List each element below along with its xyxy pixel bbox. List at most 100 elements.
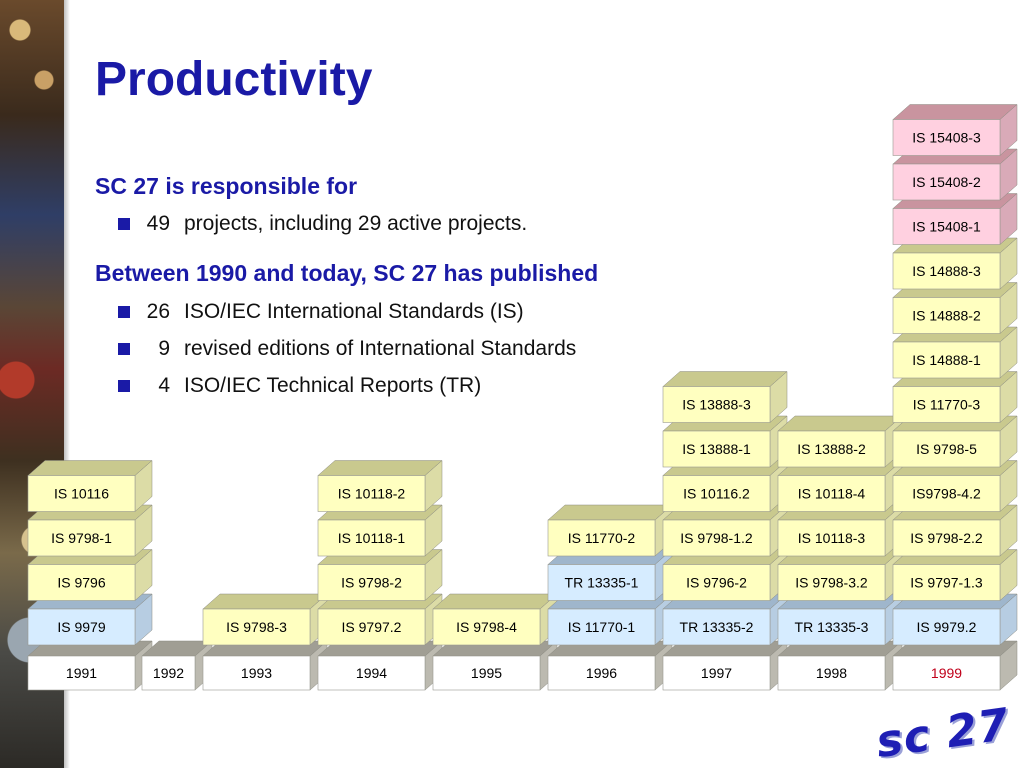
block-label: IS9798-4.2 [912, 486, 981, 502]
standard-block: IS 10116.2 [662, 459, 788, 513]
block-label: 1998 [816, 665, 847, 681]
standard-block: IS 13888-1 [662, 415, 788, 468]
standard-block: IS 10118-1 [317, 504, 443, 557]
block-label: IS 14888-3 [912, 263, 981, 279]
standard-block: IS 13888-2 [777, 415, 903, 468]
block-top-face [662, 371, 788, 387]
block-label: IS 9797.2 [342, 619, 402, 635]
block-label: 1997 [701, 665, 732, 681]
standard-block: IS 13888-3 [662, 370, 788, 424]
block-label: IS 10118-4 [798, 486, 866, 502]
standard-block: IS 10118-4 [777, 459, 903, 513]
block-front-face [662, 430, 771, 468]
block-front-face [27, 475, 136, 512]
block-label: 1992 [153, 665, 184, 681]
year-label-1999: 1999 [892, 640, 1018, 691]
bullet-square-icon [118, 343, 130, 355]
standard-block: IS 9979.2 [892, 593, 1018, 646]
block-front-face [662, 475, 771, 512]
bullet-text: revised editions of International Standa… [184, 337, 577, 360]
block-label: IS 10118-2 [338, 486, 406, 502]
standard-block: IS 9797.2 [317, 593, 443, 646]
block-front-face [892, 252, 1001, 290]
block-top-face [547, 504, 673, 521]
year-label-1992: 1992 [141, 640, 213, 691]
standard-block: IS 11770-3 [892, 370, 1018, 424]
block-label: IS 10116 [54, 486, 109, 502]
year-label-1997: 1997 [662, 640, 788, 691]
standard-block: TR 13335-2 [662, 593, 788, 646]
block-front-face [892, 341, 1001, 379]
bullet-text: ISO/IEC Technical Reports (TR) [184, 374, 482, 397]
standard-block: IS 11770-2 [547, 504, 673, 557]
block-label: TR 13335-3 [795, 619, 869, 635]
year-label-1991: 1991 [27, 640, 153, 691]
block-front-face [317, 475, 426, 512]
block-front-face [432, 655, 541, 691]
block-front-face [892, 519, 1001, 557]
block-top-face [777, 415, 903, 432]
block-label: IS 9979.2 [917, 619, 977, 635]
block-front-face [547, 655, 656, 691]
block-label: IS 9798-4 [456, 619, 517, 635]
block-label: IS 15408-2 [912, 174, 981, 190]
bullet-square-icon [118, 218, 130, 230]
standard-block: IS 9798-1.2 [662, 504, 788, 557]
block-label: TR 13335-2 [680, 619, 754, 635]
year-label-1993: 1993 [202, 640, 328, 691]
block-label: 1994 [356, 665, 387, 681]
standard-block: IS9798-4.2 [892, 459, 1018, 513]
block-front-face [892, 119, 1001, 156]
bullet-square-icon [118, 380, 130, 392]
block-front-face [662, 655, 771, 691]
block-label: 1991 [66, 665, 97, 681]
block-front-face [777, 655, 886, 691]
block-label: IS 11770-3 [913, 397, 981, 413]
block-label: IS 13888-3 [682, 397, 751, 413]
standard-block: IS 15408-3 [892, 103, 1018, 157]
side-photo-shadow [64, 0, 70, 768]
bullet-number: 4 [158, 374, 170, 397]
block-label: IS 9798-3 [226, 619, 287, 635]
standard-block: TR 13335-1 [547, 548, 673, 602]
block-front-face [892, 655, 1001, 691]
block-front-face [892, 430, 1001, 468]
block-front-face [777, 475, 886, 512]
block-label: 1999 [931, 665, 962, 681]
bullet-text: projects, including 29 active projects. [184, 212, 528, 235]
block-label: IS 9798-2 [341, 575, 402, 591]
block-label: 1995 [471, 665, 502, 681]
block-front-face [662, 519, 771, 557]
block-label: IS 11770-1 [568, 619, 636, 635]
block-label: IS 10118-3 [798, 530, 866, 546]
block-label: IS 9798-2.2 [910, 530, 983, 546]
block-top-face [317, 460, 443, 476]
block-front-face [547, 519, 656, 557]
block-front-face [202, 655, 311, 691]
section2-bullet-tr: 4 ISO/IEC Technical Reports (TR) [118, 374, 481, 398]
section2-bullet-is: 26 ISO/IEC International Standards (IS) [118, 300, 524, 324]
standard-block: IS 15408-1 [892, 192, 1018, 246]
section2-heading: Between 1990 and today, SC 27 has publis… [95, 260, 599, 286]
standard-block: IS 9798-1 [27, 504, 153, 557]
block-label: IS 15408-3 [912, 130, 981, 146]
year-label-1996: 1996 [547, 640, 673, 691]
block-label: IS 9796 [57, 575, 105, 591]
block-front-face [662, 608, 771, 646]
block-label: IS 13888-1 [682, 441, 751, 457]
block-label: IS 9979 [57, 619, 105, 635]
block-label: 1996 [586, 665, 617, 681]
block-front-face [892, 608, 1001, 646]
block-front-face [202, 608, 311, 646]
standard-block: IS 9797-1.3 [892, 548, 1018, 602]
block-front-face [317, 608, 426, 646]
block-front-face [662, 564, 771, 601]
page-title: Productivity [95, 53, 373, 106]
block-front-face [432, 608, 541, 646]
standard-block: IS 9796-2 [662, 548, 788, 602]
block-top-face [432, 593, 558, 610]
block-front-face [892, 386, 1001, 423]
standard-block: IS 9798-4 [432, 593, 558, 646]
block-front-face [662, 386, 771, 423]
standard-block: IS 15408-2 [892, 148, 1018, 201]
